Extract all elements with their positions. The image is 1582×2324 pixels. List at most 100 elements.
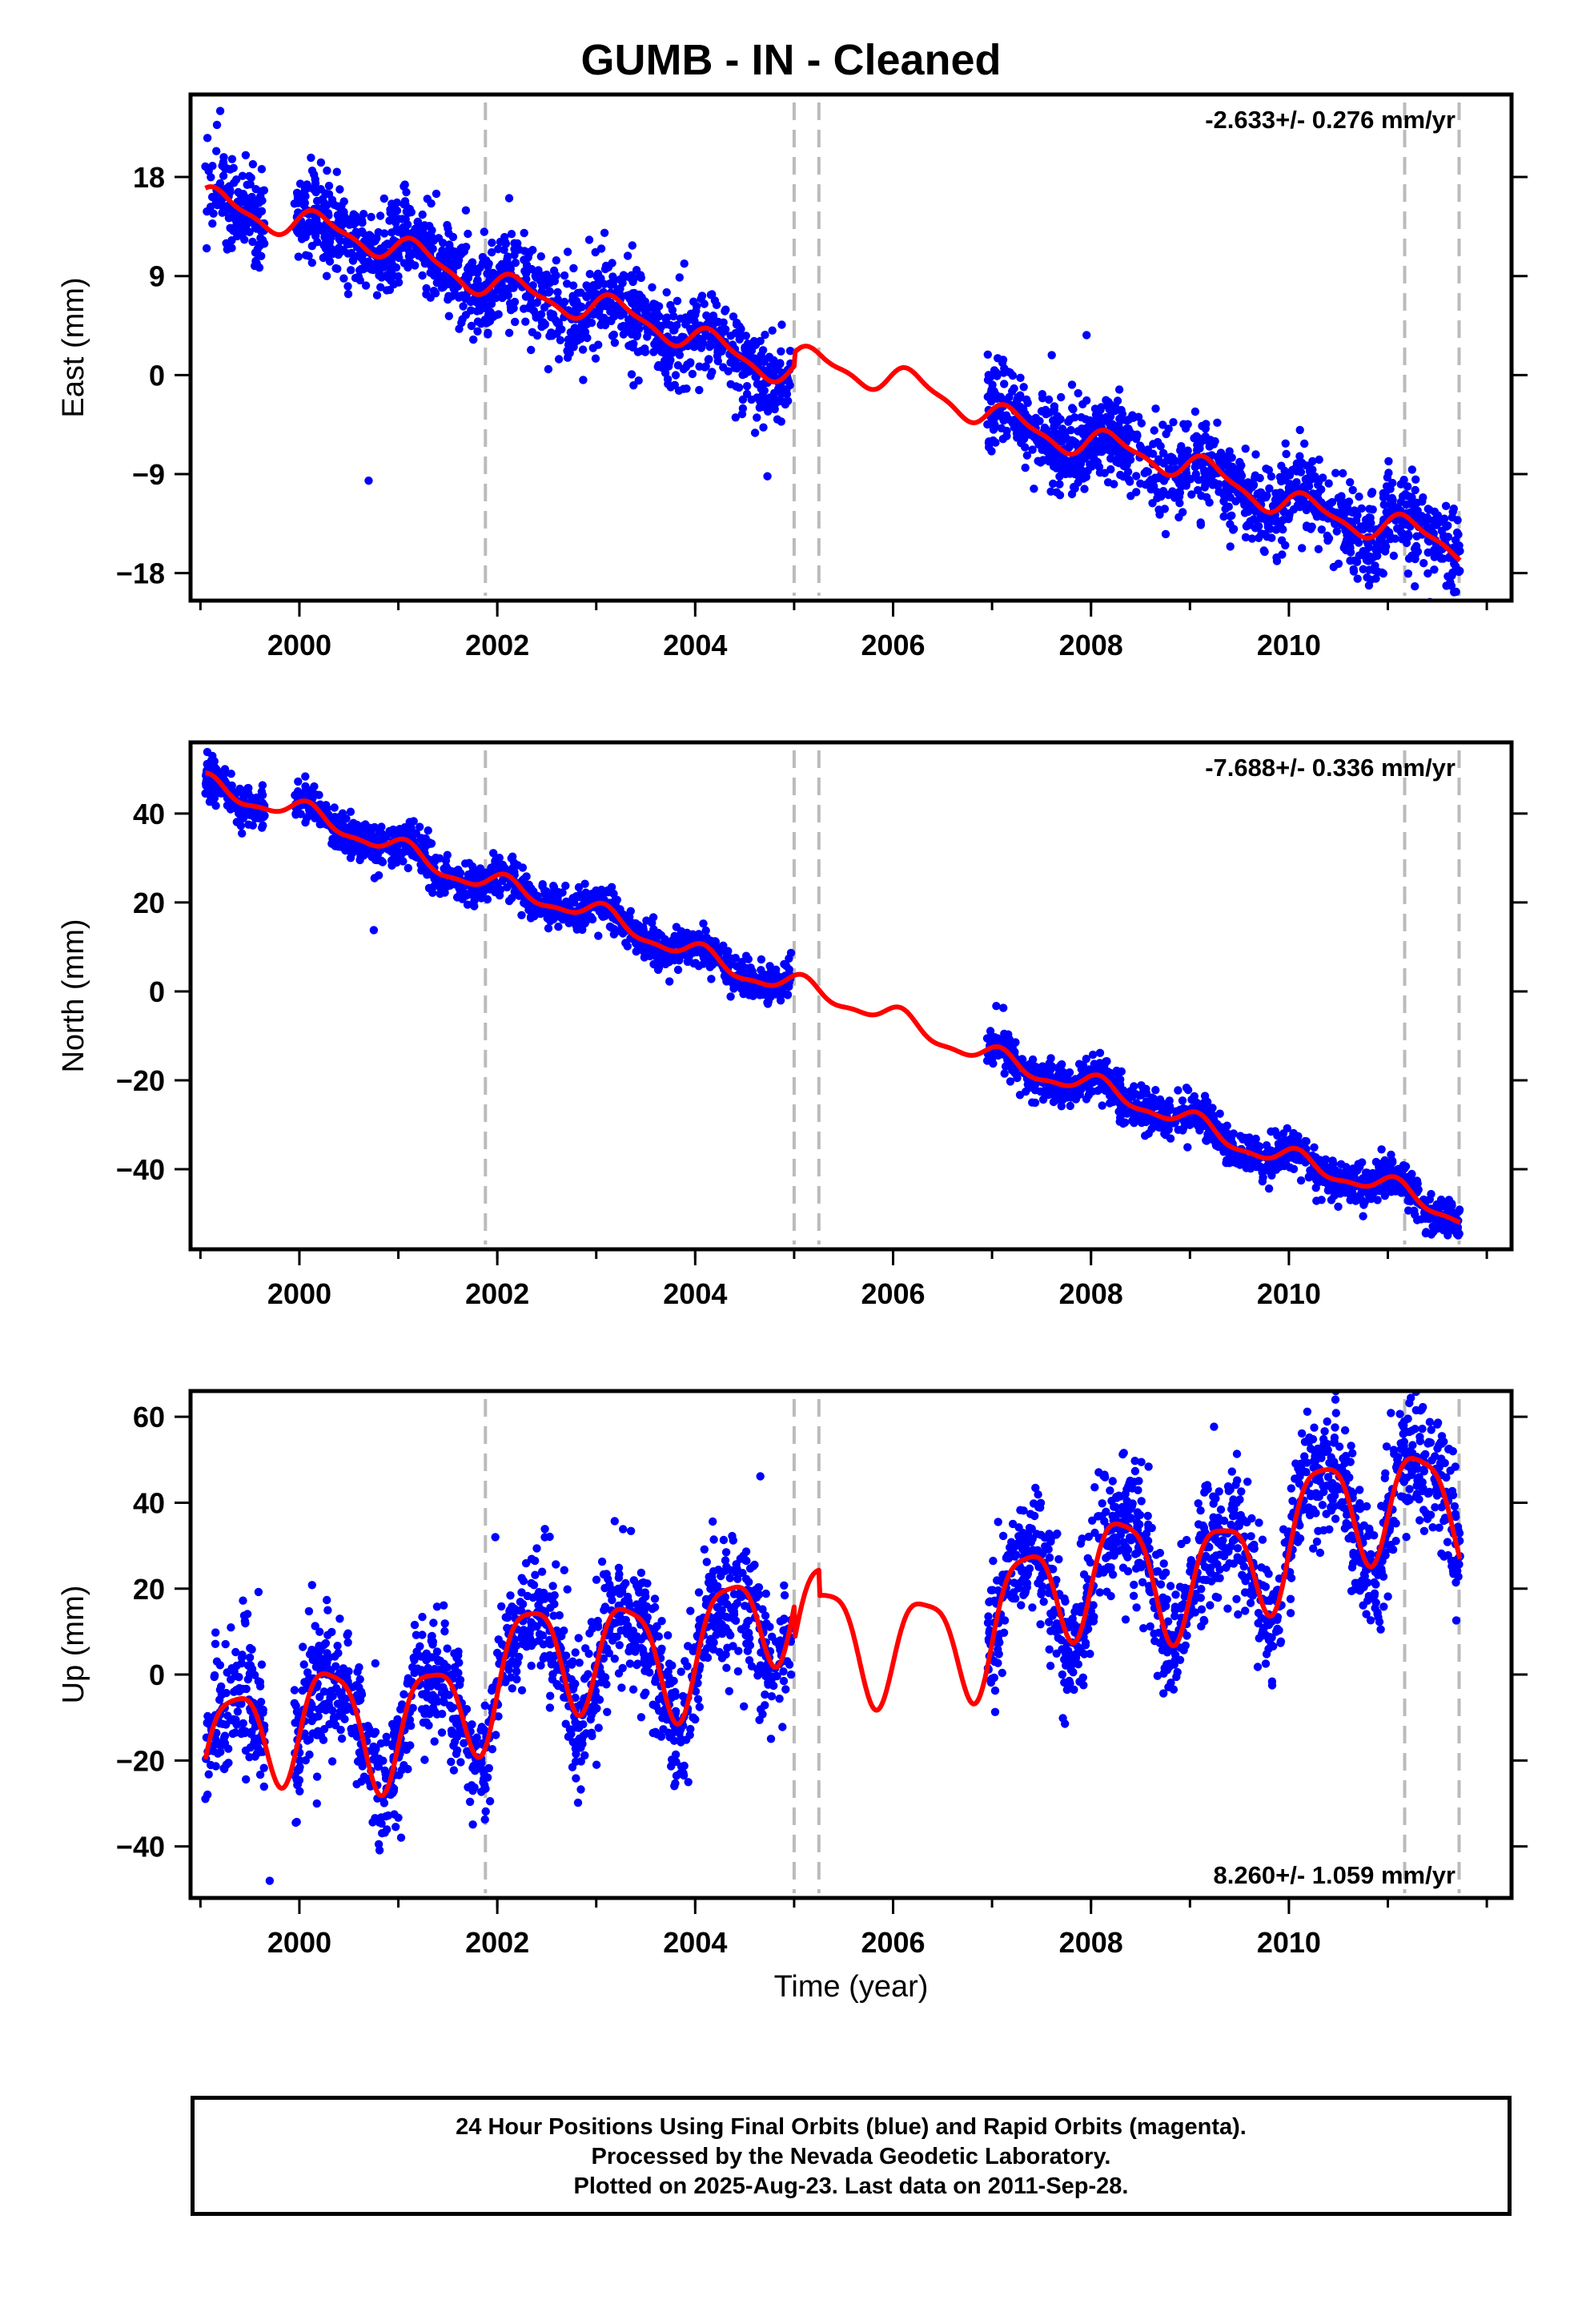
data-point [1057,392,1066,402]
data-point [233,216,242,226]
data-point [1264,465,1274,475]
data-point [1281,439,1290,448]
data-point [464,229,472,239]
data-point [1203,493,1211,502]
data-point [765,352,774,361]
data-point [244,820,253,829]
data-point [311,175,319,184]
data-point [1412,532,1421,541]
data-point [1452,562,1460,571]
data-point [1050,421,1058,431]
data-point [257,165,267,174]
data-point [1260,547,1269,557]
data-point [760,396,769,405]
data-point [452,291,461,300]
data-point [295,179,305,188]
data-point [319,253,327,263]
data-point [473,889,482,899]
data-point [675,273,684,282]
data-point [522,872,531,881]
data-point [695,385,704,395]
data-point [628,241,636,250]
data-point [1452,587,1460,597]
data-point [1066,469,1074,478]
data-point [689,297,698,306]
data-point [431,875,440,883]
data-point [1010,423,1019,432]
data-point [542,889,551,898]
data-point [509,304,518,313]
data-point [333,264,342,273]
data-point [480,227,488,236]
data-point [202,776,211,786]
data-point [570,324,579,333]
data-point [1411,475,1420,484]
data-point [1174,1086,1182,1095]
rate-annotation: -2.633+/- 0.276 mm/yr [1205,106,1456,134]
data-point [1407,493,1416,502]
data-point [533,891,542,901]
data-point [544,364,553,374]
data-point [330,803,339,812]
data-point [239,228,247,237]
data-point [603,886,612,895]
data-point [612,895,621,904]
data-point [1314,489,1323,498]
data-point [1336,1160,1346,1169]
data-point [563,279,572,288]
data-point [379,259,389,269]
data-point [1161,529,1170,539]
data-point [1196,521,1206,529]
data-point [257,787,267,796]
data-point [1112,457,1121,466]
data-point [1359,1212,1367,1220]
data-point [306,789,315,798]
data-point [1451,536,1460,545]
data-point [500,232,509,242]
data-point [504,328,514,337]
data-point [532,331,542,340]
data-point [361,281,371,290]
data-point [203,759,211,769]
data-point [1041,443,1050,452]
data-point [294,777,303,786]
data-point [1235,464,1244,472]
data-point [1349,565,1358,574]
data-point [1072,464,1082,472]
data-point [1407,551,1416,561]
data-points [201,747,1464,1240]
data-point [1262,1141,1271,1150]
data-point [1386,534,1395,544]
data-point [1083,466,1092,476]
data-point [345,220,354,229]
data-point [724,367,733,376]
data-point [335,185,344,194]
data-point [714,317,723,327]
data-point [1241,444,1250,453]
data-point [527,345,536,355]
data-point [387,228,396,237]
y-axis-label: East (mm) [57,277,90,417]
data-point [1159,459,1168,468]
data-point [1419,559,1428,568]
data-point [504,194,514,203]
data-point [391,251,400,260]
data-point [773,364,782,372]
data-point [424,883,434,893]
data-point [661,935,669,944]
data-point [1223,460,1231,469]
data-point [621,939,630,947]
data-point [632,266,641,275]
data-point [1106,464,1115,474]
data-point [226,223,235,232]
data-point [347,266,355,275]
data-point [694,930,703,939]
data-point [212,147,221,155]
data-point [383,239,392,248]
data-point [488,247,496,257]
data-point [738,404,748,413]
data-point [689,959,698,968]
data-point [207,173,215,182]
data-point [336,837,346,846]
data-point [510,297,520,307]
